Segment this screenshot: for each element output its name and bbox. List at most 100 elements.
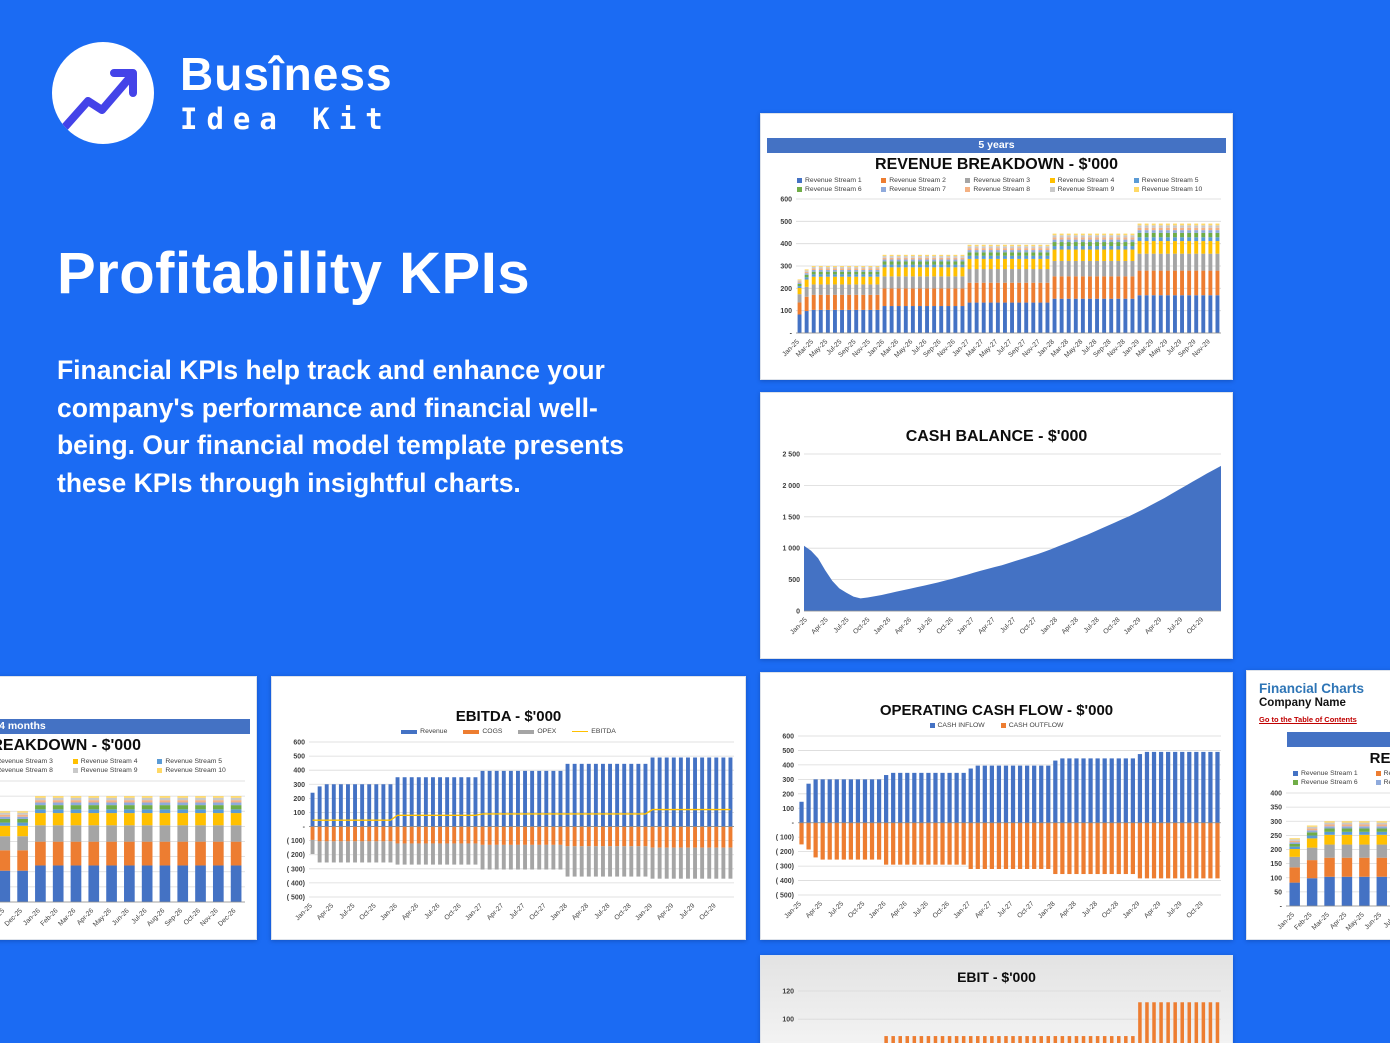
legend-marker — [1049, 178, 1055, 183]
y-axis-labels: 600 500 400 300 200 100 - ( 100) ( 200) ( 300) ( 4… — [776, 734, 795, 900]
line-series — [312, 808, 731, 821]
gridlines — [798, 990, 1221, 1020]
y-axis-labels: 12010080604020- — [782, 989, 794, 1024]
svg-text:Oct-25: Oct-25 — [358, 902, 378, 922]
trend-arrow-icon — [60, 69, 137, 132]
legend-marker — [881, 178, 887, 183]
svg-text:2 500: 2 500 — [782, 452, 800, 459]
legend-item: Revenue Stream 10 — [157, 767, 242, 774]
chart-title: REVENUE BREAKDOWN - $'000 — [1369, 750, 1390, 767]
svg-text:Oct-29: Oct-29 — [1186, 616, 1206, 636]
legend-marker — [1375, 771, 1381, 776]
svg-text:Oct-27: Oct-27 — [1016, 900, 1036, 920]
chart-title: REVENUE BREAKDOWN - $'000 — [0, 737, 141, 754]
bars — [310, 757, 733, 879]
brand-text: Busîness Idea Kit — [180, 50, 393, 137]
legend-item: Revenue Stream 8 — [0, 767, 53, 774]
legend-item: Revenue Stream 3 — [965, 177, 1049, 184]
svg-text:Jul-29: Jul-29 — [1166, 900, 1184, 918]
logo-circle — [52, 42, 154, 144]
svg-text:Apr-26: Apr-26 — [889, 900, 909, 920]
legend-marker — [965, 178, 971, 183]
table-of-contents-link[interactable]: Go to the Table of Contents — [1259, 715, 1357, 724]
svg-text:Jan-26: Jan-26 — [868, 900, 888, 920]
svg-text:Jul-26: Jul-26 — [916, 616, 934, 634]
svg-text:Apr-26: Apr-26 — [894, 616, 914, 636]
chart-card-financial-charts: Financial Charts Company Name Go to the … — [1246, 670, 1390, 940]
gridlines — [1286, 792, 1390, 907]
bars — [799, 751, 1220, 879]
svg-text:400: 400 — [293, 768, 305, 775]
chart-title: REVENUE BREAKDOWN - $'000 — [875, 156, 1118, 173]
bars — [884, 1002, 1220, 1043]
svg-text:Jan-28: Jan-28 — [549, 902, 569, 922]
gridlines — [0, 780, 245, 903]
legend-marker — [1133, 178, 1139, 183]
svg-text:Oct-26: Oct-26 — [932, 900, 952, 920]
bars — [0, 796, 242, 902]
svg-text:500: 500 — [782, 748, 794, 755]
svg-text:Jul-25: Jul-25 — [833, 616, 851, 634]
legend-marker — [797, 187, 802, 192]
svg-text:Jul-25: Jul-25 — [827, 900, 845, 918]
y-axis-labels: 400 350 300 250 200 150 100 50 - — [1270, 791, 1282, 911]
svg-text:2 000: 2 000 — [782, 483, 800, 490]
svg-text:( 200): ( 200) — [287, 852, 305, 859]
svg-text:Apr-29: Apr-29 — [1144, 616, 1164, 636]
svg-text:Jan-27: Jan-27 — [464, 902, 484, 922]
svg-text:Apr-25: Apr-25 — [810, 616, 830, 636]
svg-text:Jun-26: Jun-26 — [111, 907, 131, 927]
svg-text:Apr-28: Apr-28 — [1061, 616, 1081, 636]
svg-text:Oct-28: Oct-28 — [1101, 900, 1121, 920]
chart-plot: 600 500 400 300 200 100 -Jan-25Mar-25May-25Jul… — [780, 197, 1221, 359]
svg-text:Oct-28: Oct-28 — [613, 902, 633, 922]
chart-card-revenue-breakdown-24m: 24 months REVENUE BREAKDOWN - $'000 Reve… — [0, 676, 257, 940]
svg-text:Jan-29: Jan-29 — [1123, 616, 1143, 636]
legend-item: Revenue Stream 5 — [1133, 177, 1218, 184]
legend-marker — [72, 768, 78, 773]
svg-text:( 200): ( 200) — [776, 849, 794, 856]
svg-text:Oct-25: Oct-25 — [847, 900, 867, 920]
svg-text:500: 500 — [293, 754, 305, 761]
y-axis-labels: 2 500 2 000 1 500 1 000 500 0 — [782, 452, 800, 616]
legend-item: Revenue Stream 7 — [881, 186, 965, 193]
svg-text:Jan-25: Jan-25 — [789, 616, 809, 636]
svg-text:50: 50 — [1274, 889, 1282, 896]
x-axis-labels: Jan-25Mar-25May-25Jul-25Sep-25Nov-25Jan-… — [781, 338, 1212, 359]
svg-text:Jan-28: Jan-28 — [1037, 900, 1057, 920]
svg-text:300: 300 — [293, 782, 305, 789]
svg-text:Oct-29: Oct-29 — [1185, 900, 1205, 920]
svg-text:Apr-28: Apr-28 — [571, 902, 591, 922]
svg-text:( 300): ( 300) — [287, 866, 305, 873]
svg-text:Mar-25: Mar-25 — [1311, 911, 1331, 931]
svg-text:Oct-25: Oct-25 — [852, 616, 872, 636]
chart-card-ebit: EBIT - $'000 12010080604020-Jan-25Apr-25… — [760, 955, 1233, 1043]
legend-item: CASH INFLOW — [929, 722, 985, 729]
svg-text:Apr-29: Apr-29 — [656, 902, 676, 922]
svg-text:Jul-26: Jul-26 — [912, 900, 930, 918]
svg-text:Nov-26: Nov-26 — [199, 907, 220, 928]
svg-text:Apr-27: Apr-27 — [486, 902, 506, 922]
legend-marker — [518, 729, 535, 734]
svg-text:400: 400 — [782, 762, 794, 769]
svg-text:Jan-26: Jan-26 — [22, 907, 42, 927]
svg-text:May-25: May-25 — [1345, 911, 1366, 932]
svg-text:1 500: 1 500 — [782, 514, 800, 521]
chart-title: EBIT - $'000 — [957, 969, 1036, 985]
svg-text:Jan-25: Jan-25 — [294, 902, 314, 922]
legend-item: COGS — [463, 728, 502, 735]
x-axis-labels: Jan-25 Apr-25 Jul-25 Oct-25 Jan-26 Apr-26 Jul-… — [294, 902, 718, 922]
svg-text:Apr-28: Apr-28 — [1059, 900, 1079, 920]
svg-text:Jan-29: Jan-29 — [634, 902, 654, 922]
svg-text:Jan-25: Jan-25 — [1276, 911, 1296, 931]
legend-item: Revenue Stream 6 — [1293, 779, 1376, 786]
period-header: 5 years — [767, 138, 1226, 153]
svg-text:600: 600 — [780, 197, 792, 204]
svg-text:Apr-26: Apr-26 — [401, 902, 421, 922]
chart-plot: 600 500 400 300 200 100 - ( 100) ( 200) ( 300) ( 4… — [776, 734, 1221, 920]
x-axis-labels: Jan-25 Apr-25 Jul-25 Oct-25 Jan-26 Apr-26 Jul-… — [783, 900, 1205, 920]
svg-text:Jul-25: Jul-25 — [338, 902, 356, 920]
